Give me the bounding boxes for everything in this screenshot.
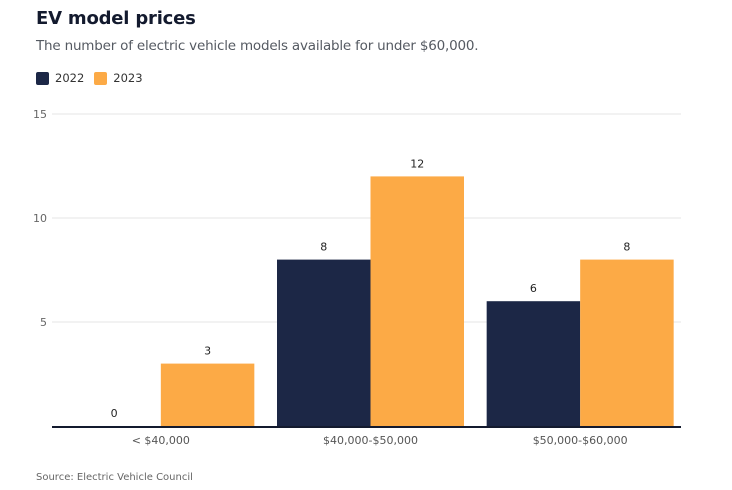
data-label: 12 [410, 157, 424, 170]
data-label: 0 [111, 407, 118, 420]
x-category-label: $50,000-$60,000 [533, 434, 628, 447]
source-note: Source: Electric Vehicle Council [36, 472, 193, 483]
bar-2022-2[interactable] [486, 301, 581, 426]
data-label: 8 [320, 241, 327, 254]
chart-title: EV model prices [36, 8, 196, 29]
bar-2023-0[interactable] [160, 363, 255, 426]
bar-2023-1[interactable] [370, 176, 465, 426]
legend-item-2022[interactable]: 2022 [36, 71, 84, 85]
bar-2022-1[interactable] [277, 259, 371, 426]
y-tick-label: 15 [33, 108, 47, 121]
data-label: 3 [204, 345, 211, 358]
data-label: 6 [530, 282, 537, 295]
legend-swatch-2022 [36, 71, 49, 85]
chart-subtitle: The number of electric vehicle models av… [36, 38, 479, 54]
legend-label-2023: 2023 [113, 71, 143, 85]
legend-item-2023[interactable]: 2023 [94, 71, 143, 85]
legend-swatch-2023 [94, 71, 108, 85]
legend-label-2022: 2022 [55, 71, 85, 85]
data-label: 8 [623, 241, 630, 254]
legend: 2022 2023 [36, 71, 153, 85]
x-category-label: < $40,000 [132, 434, 190, 447]
y-tick-label: 5 [40, 316, 47, 329]
y-tick-label: 10 [33, 212, 47, 225]
x-category-label: $40,000-$50,000 [323, 434, 418, 447]
bar-2023-2[interactable] [580, 259, 674, 426]
